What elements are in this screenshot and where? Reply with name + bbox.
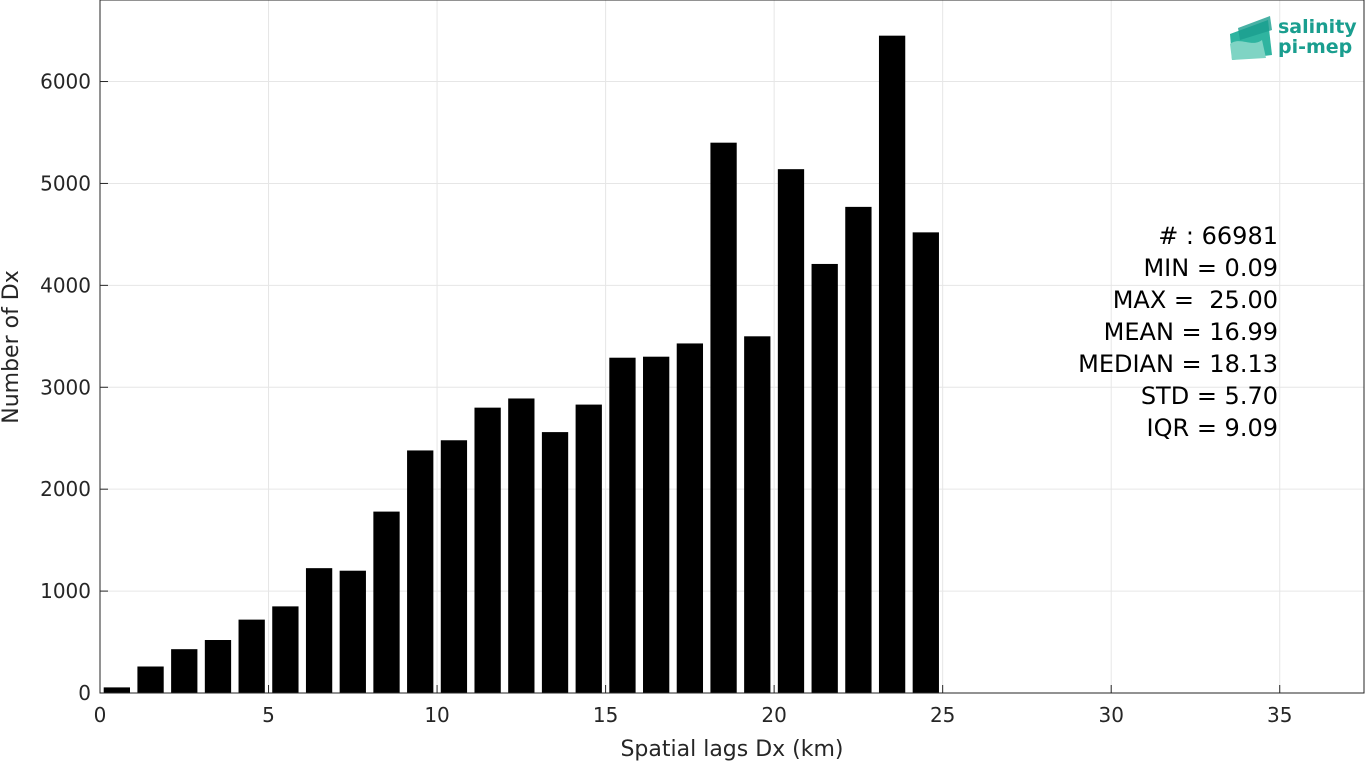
histogram-bar (440, 440, 468, 693)
x-tick-label: 20 (761, 703, 786, 727)
salinity-pimep-logo: salinity pi-mep (1230, 16, 1357, 60)
x-tick-label: 30 (1098, 703, 1123, 727)
histogram-bar (744, 336, 771, 693)
bars (103, 35, 939, 694)
x-tick-label: 0 (94, 703, 107, 727)
wave-logo-icon (1230, 16, 1272, 60)
histogram-bar (339, 570, 366, 693)
stat-min: MIN = 0.09 (1143, 254, 1278, 282)
histogram-bar (508, 398, 535, 693)
x-tick-label: 25 (930, 703, 955, 727)
histogram-bar (305, 568, 333, 693)
histogram-bar (643, 356, 670, 693)
logo-text-salinity: salinity (1278, 16, 1357, 38)
stat-iqr: IQR = 9.09 (1147, 414, 1278, 442)
stat-count: # : 66981 (1158, 222, 1278, 250)
y-tick-label: 2000 (40, 477, 91, 501)
histogram-bar (676, 343, 704, 693)
histogram-bar (912, 232, 939, 693)
histogram-bar (575, 404, 602, 693)
histogram-bar (609, 357, 636, 693)
y-tick-label: 4000 (40, 273, 91, 297)
histogram-bar (845, 206, 872, 693)
statistics-box: # : 66981 MIN = 0.09 MAX = 25.00 MEAN = … (1078, 222, 1278, 442)
y-tick-label: 6000 (40, 70, 91, 94)
logo-text-pimep: pi-mep (1278, 36, 1352, 58)
x-axis-ticks: 0 5 10 15 20 25 30 35 (94, 685, 1292, 727)
histogram-bar (777, 169, 805, 693)
y-tick-label: 1000 (40, 579, 91, 603)
x-tick-label: 15 (593, 703, 618, 727)
histogram-bar (137, 666, 164, 693)
histogram-bar (878, 35, 906, 693)
histogram-bar (373, 511, 400, 693)
x-tick-label: 35 (1267, 703, 1292, 727)
y-axis-ticks: 0 1000 2000 3000 4000 5000 6000 (40, 70, 108, 705)
x-tick-label: 10 (424, 703, 449, 727)
y-tick-label: 0 (78, 681, 91, 705)
histogram-bar (171, 649, 198, 693)
histogram-bar (272, 606, 299, 693)
stat-std: STD = 5.70 (1141, 382, 1278, 410)
stat-mean: MEAN = 16.99 (1104, 318, 1278, 346)
histogram-bar (238, 619, 265, 693)
histogram-bar (474, 407, 501, 693)
histogram-bar (710, 142, 737, 694)
histogram-bar (103, 687, 130, 693)
histogram-bar (204, 640, 232, 693)
histogram-bar (541, 432, 569, 693)
x-tick-label: 5 (262, 703, 275, 727)
histogram-bar (407, 450, 434, 693)
stat-median: MEDIAN = 18.13 (1078, 350, 1278, 378)
y-axis-label: Number of Dx (0, 270, 24, 424)
histogram-bar (811, 263, 838, 693)
stat-max: MAX = 25.00 (1113, 286, 1278, 314)
plot-frame (99, 0, 1365, 694)
y-tick-label: 5000 (40, 171, 91, 195)
y-tick-label: 3000 (40, 375, 91, 399)
x-axis-label: Spatial lags Dx (km) (620, 737, 843, 762)
